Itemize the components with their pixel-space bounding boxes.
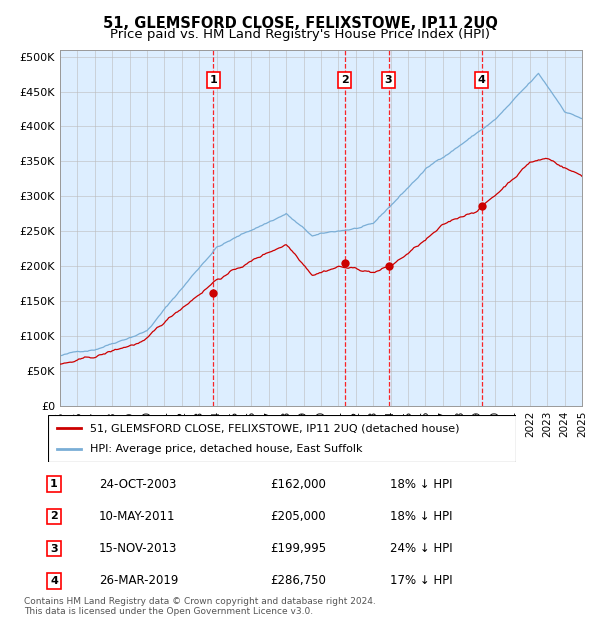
Text: 51, GLEMSFORD CLOSE, FELIXSTOWE, IP11 2UQ: 51, GLEMSFORD CLOSE, FELIXSTOWE, IP11 2U… — [103, 16, 497, 30]
Text: Contains HM Land Registry data © Crown copyright and database right 2024.: Contains HM Land Registry data © Crown c… — [24, 597, 376, 606]
Text: 3: 3 — [50, 544, 58, 554]
Text: 51, GLEMSFORD CLOSE, FELIXSTOWE, IP11 2UQ (detached house): 51, GLEMSFORD CLOSE, FELIXSTOWE, IP11 2U… — [90, 423, 460, 433]
Text: 3: 3 — [385, 75, 392, 85]
Text: £205,000: £205,000 — [270, 510, 326, 523]
Text: 1: 1 — [209, 75, 217, 85]
Text: 4: 4 — [50, 576, 58, 586]
Text: 15-NOV-2013: 15-NOV-2013 — [99, 542, 178, 555]
Text: 4: 4 — [478, 75, 485, 85]
Text: This data is licensed under the Open Government Licence v3.0.: This data is licensed under the Open Gov… — [24, 606, 313, 616]
Text: 1: 1 — [50, 479, 58, 489]
Text: 24% ↓ HPI: 24% ↓ HPI — [390, 542, 452, 555]
Text: Price paid vs. HM Land Registry's House Price Index (HPI): Price paid vs. HM Land Registry's House … — [110, 28, 490, 41]
Text: 10-MAY-2011: 10-MAY-2011 — [99, 510, 176, 523]
Text: 17% ↓ HPI: 17% ↓ HPI — [390, 575, 452, 587]
Text: 24-OCT-2003: 24-OCT-2003 — [99, 478, 176, 490]
Text: 2: 2 — [341, 75, 349, 85]
Text: £162,000: £162,000 — [270, 478, 326, 490]
Text: £286,750: £286,750 — [270, 575, 326, 587]
Text: 2: 2 — [50, 512, 58, 521]
Text: £199,995: £199,995 — [270, 542, 326, 555]
Text: HPI: Average price, detached house, East Suffolk: HPI: Average price, detached house, East… — [90, 444, 362, 454]
Text: 26-MAR-2019: 26-MAR-2019 — [99, 575, 178, 587]
Text: 18% ↓ HPI: 18% ↓ HPI — [390, 478, 452, 490]
Text: 18% ↓ HPI: 18% ↓ HPI — [390, 510, 452, 523]
